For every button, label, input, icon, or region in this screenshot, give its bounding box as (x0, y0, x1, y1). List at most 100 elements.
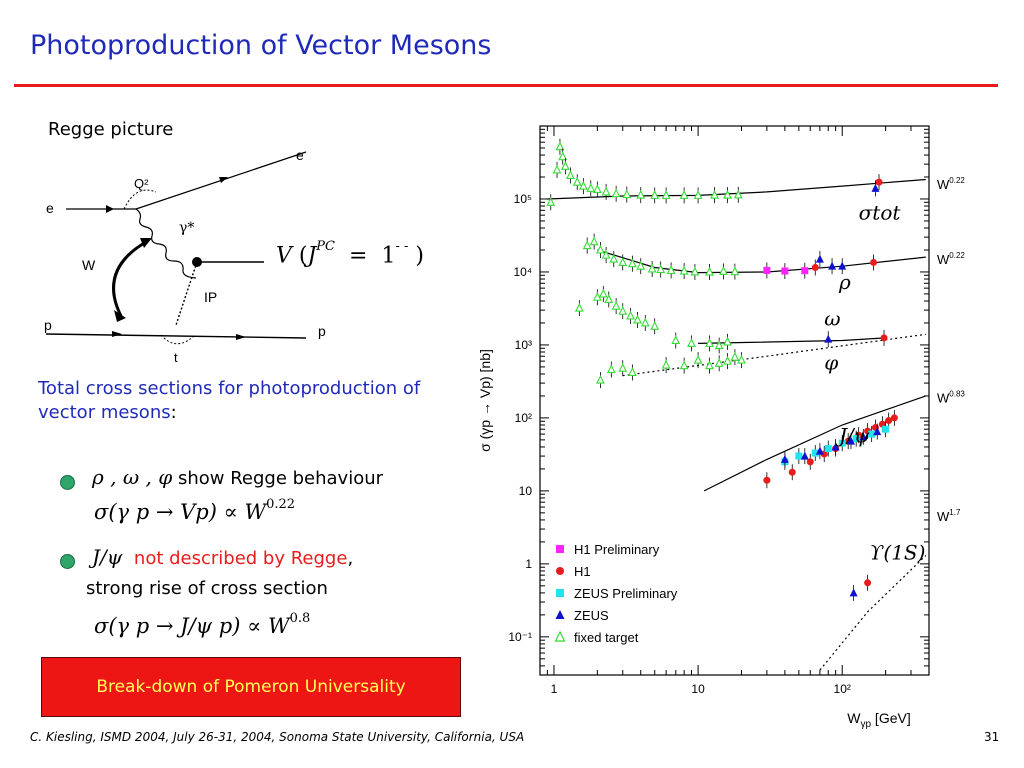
y-tick-label: 10⁻¹ (508, 630, 532, 644)
pomeron-line (175, 261, 198, 326)
marker-shape (864, 579, 872, 587)
title-underline (14, 84, 998, 87)
legend-label: H1 (574, 564, 591, 579)
marker-shape (875, 178, 883, 186)
marker-shape (811, 449, 819, 457)
legend-marker (556, 567, 564, 575)
data-point (705, 335, 714, 352)
marker-shape (592, 292, 602, 301)
data-point (596, 241, 605, 258)
data-point (733, 186, 743, 203)
y-tick-label: 1 (525, 557, 532, 571)
data-point (606, 361, 616, 378)
diagram-label-w: W (82, 257, 96, 273)
data-point (815, 251, 824, 268)
marker-shape (824, 445, 832, 453)
data-point (723, 187, 732, 204)
marker-shape (611, 188, 621, 198)
data-point (592, 289, 602, 306)
fit-curve-omega (698, 337, 886, 344)
data-point (815, 443, 824, 460)
data-point (871, 180, 880, 197)
data-point (574, 300, 584, 317)
pomeron-universality-box: Break-down of Pomeron Universality (41, 657, 461, 717)
marker-shape (811, 264, 819, 272)
marker-shape (815, 446, 824, 455)
data-point (647, 260, 657, 277)
bullet-regge: ρ , ω , φ show Regge behaviour (92, 465, 383, 489)
marker-shape (800, 451, 809, 460)
data-point (601, 247, 611, 264)
data-point (714, 337, 724, 354)
data-point (811, 259, 819, 276)
marker-shape (705, 338, 714, 347)
data-point (831, 438, 840, 455)
power-law-label: W0.22 (937, 176, 965, 192)
marker-shape (601, 186, 611, 196)
power-law-label: W1.7 (937, 508, 961, 524)
data-point (609, 251, 619, 268)
redbox-text: Break-down of Pomeron Universality (96, 677, 406, 697)
marker-shape (640, 317, 650, 327)
data-point (601, 183, 611, 200)
data-point (679, 187, 689, 204)
vector-meson-quantum-numbers: V (JPC = 1- - ) (276, 239, 424, 269)
data-point (781, 263, 789, 280)
data-point (880, 329, 888, 346)
proton-line (45, 333, 307, 339)
marker-shape (870, 258, 878, 266)
marker-shape (618, 362, 628, 372)
legend-entry: ZEUS Preliminary (556, 586, 678, 601)
marker-shape (633, 314, 642, 324)
legend-entry: fixed target (554, 630, 639, 645)
regge-label: Regge picture (48, 119, 174, 140)
marker-shape (788, 468, 796, 476)
legend-marker (554, 630, 566, 642)
data-point (552, 161, 562, 178)
fit-curve-jpsi (703, 395, 926, 492)
curve-label: ρ (838, 270, 851, 294)
marker-shape (626, 310, 635, 320)
legend-label: fixed target (574, 630, 639, 645)
marker-shape (627, 367, 637, 376)
marker-shape (838, 261, 847, 270)
data-point (578, 178, 588, 195)
data-point (687, 335, 696, 352)
curve-label: σtot (859, 201, 902, 225)
marker-shape (763, 266, 771, 274)
marker-shape (859, 432, 868, 441)
legend-marker (556, 589, 564, 597)
legend-label: ZEUS (574, 608, 609, 623)
data-point (622, 186, 632, 203)
marker-shape (601, 249, 611, 259)
data-point (679, 263, 689, 280)
data-point (806, 453, 814, 470)
diagram-label-pomeron: IP (204, 289, 217, 305)
marker-shape (586, 183, 596, 192)
marker-shape (693, 190, 703, 199)
marker-shape (687, 338, 696, 347)
y-tick-label: 10⁴ (513, 265, 532, 279)
data-point (546, 194, 556, 211)
formula-jpsi: σ(γ p → J/ψ p) ∝ W0.8 (94, 611, 311, 638)
marker-shape (574, 302, 584, 312)
data-point (811, 445, 819, 462)
diagram-label-q2: Q² (134, 176, 149, 191)
data-point (875, 174, 883, 191)
legend-entry: ZEUS (555, 608, 609, 623)
data-point (859, 428, 868, 445)
marker-shape (719, 266, 728, 275)
marker-shape (710, 189, 719, 199)
fit-curve-upsilon (819, 555, 927, 671)
marker-shape (723, 336, 732, 346)
bullet1-greek: ρ , ω , φ (92, 465, 173, 489)
data-point (618, 254, 628, 271)
data-point (719, 263, 728, 280)
data-point (705, 357, 714, 374)
data-point (558, 148, 568, 165)
marker-shape (882, 425, 890, 433)
marker-shape (828, 261, 837, 270)
power-law-label: W0.83 (937, 390, 965, 406)
data-point (882, 421, 890, 438)
data-point (705, 263, 714, 280)
